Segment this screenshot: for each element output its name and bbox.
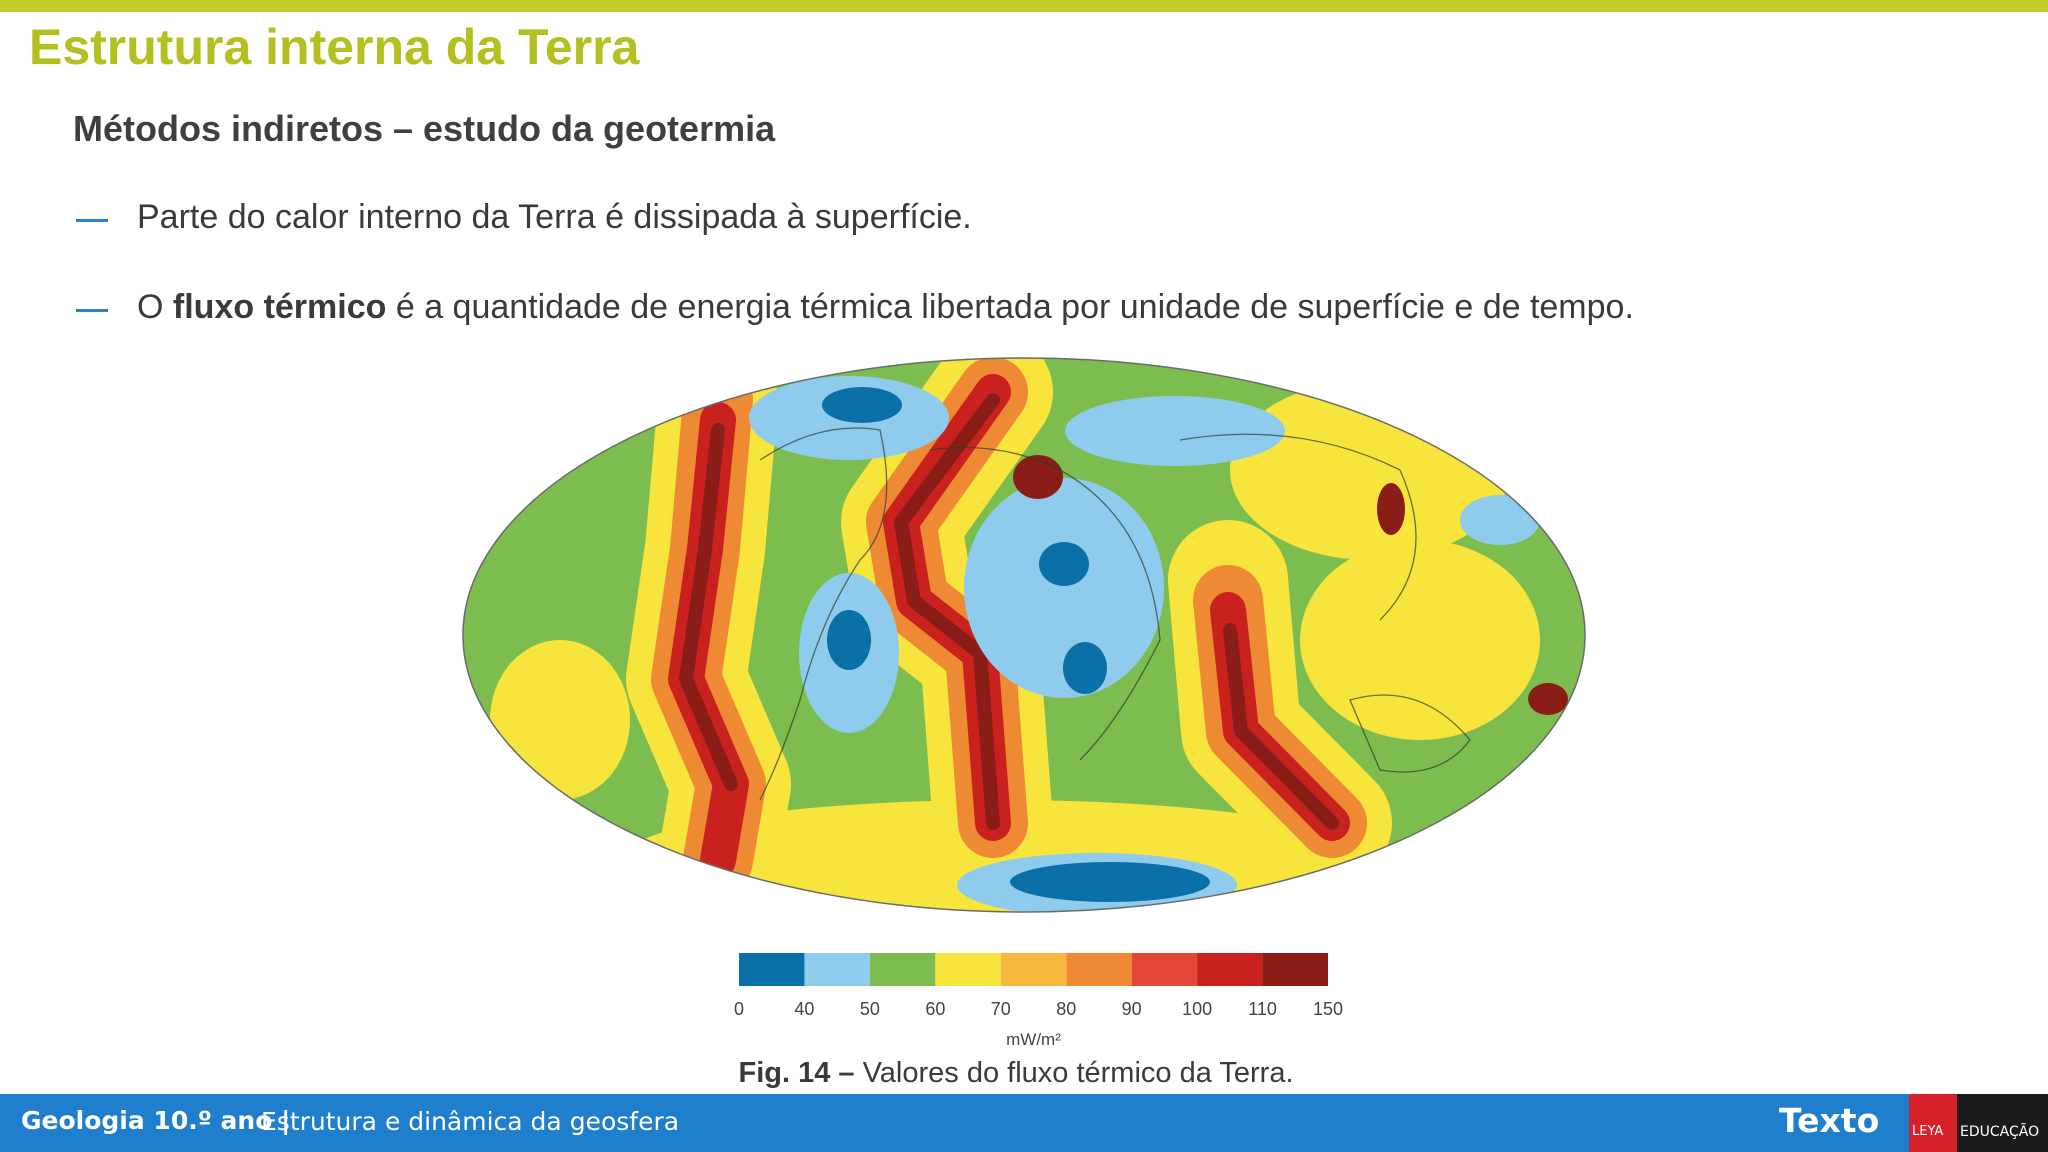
legend-tick-label: 0 xyxy=(734,999,744,1019)
footer-course: Geologia 10.º ano | xyxy=(21,1106,291,1135)
legend-swatch xyxy=(1000,953,1067,986)
legend-tick-label: 60 xyxy=(925,999,945,1019)
legend-tick-label: 70 xyxy=(991,999,1011,1019)
footer-topic: Estrutura e dinâmica da geosfera xyxy=(261,1107,680,1136)
brand-logo: Texto xyxy=(1779,1101,1880,1140)
publisher-logo: LEYA xyxy=(1912,1124,1944,1139)
legend-swatch xyxy=(1066,953,1132,986)
legend-tick-label: 40 xyxy=(794,999,814,1019)
slide-subtitle: Métodos indiretos – estudo da geotermia xyxy=(73,108,776,149)
caption-text: Valores do fluxo térmico da Terra. xyxy=(862,1057,1294,1089)
caption-label: Fig. 14 – xyxy=(738,1057,855,1089)
bold-term: fluxo térmico xyxy=(172,288,387,326)
figure-caption: Fig. 14 – Valores do fluxo térmico da Te… xyxy=(0,1057,2032,1090)
legend-unit: mW/m² xyxy=(1006,1030,1061,1049)
publisher-box: LEYA xyxy=(1909,1094,1957,1152)
legend-swatch xyxy=(804,953,870,986)
legend-swatch xyxy=(1197,953,1263,986)
map-outline xyxy=(462,357,1586,913)
legend-tick-label: 110 xyxy=(1248,999,1277,1019)
legend-tick-label: 150 xyxy=(1313,999,1343,1019)
legend-tick-label: 90 xyxy=(1122,999,1142,1019)
text-run: é a quantidade de energia térmica libert… xyxy=(386,288,1634,326)
division-box: EDUCAÇÃO xyxy=(1957,1094,2048,1152)
bullet-text: Parte do calor interno da Terra é dissip… xyxy=(137,198,972,236)
legend-swatch xyxy=(935,953,1001,986)
bullet-dash xyxy=(76,219,108,222)
legend-swatch xyxy=(1262,953,1328,986)
color-legend: 0 40 50 60 70 80 90 100 110 150 mW/m² xyxy=(734,953,1343,1049)
legend-tick-label: 50 xyxy=(860,999,880,1019)
bullet-dash xyxy=(76,309,108,312)
map-fill xyxy=(463,358,1585,912)
legend-swatch xyxy=(739,953,805,986)
slide-title: Estrutura interna da Terra xyxy=(29,19,640,75)
legend-tick-label: 100 xyxy=(1182,999,1212,1019)
top-bar xyxy=(0,0,2048,12)
text-run: O xyxy=(137,288,173,326)
division-logo: EDUCAÇÃO xyxy=(1960,1124,2040,1140)
legend-swatch xyxy=(869,953,936,986)
bullet-text: O fluxo térmico é a quantidade de energi… xyxy=(137,288,1634,327)
legend-tick-label: 80 xyxy=(1056,999,1076,1019)
legend-swatch xyxy=(1131,953,1198,986)
footer-bar: Geologia 10.º ano | Estrutura e dinâmica… xyxy=(0,1094,2048,1152)
